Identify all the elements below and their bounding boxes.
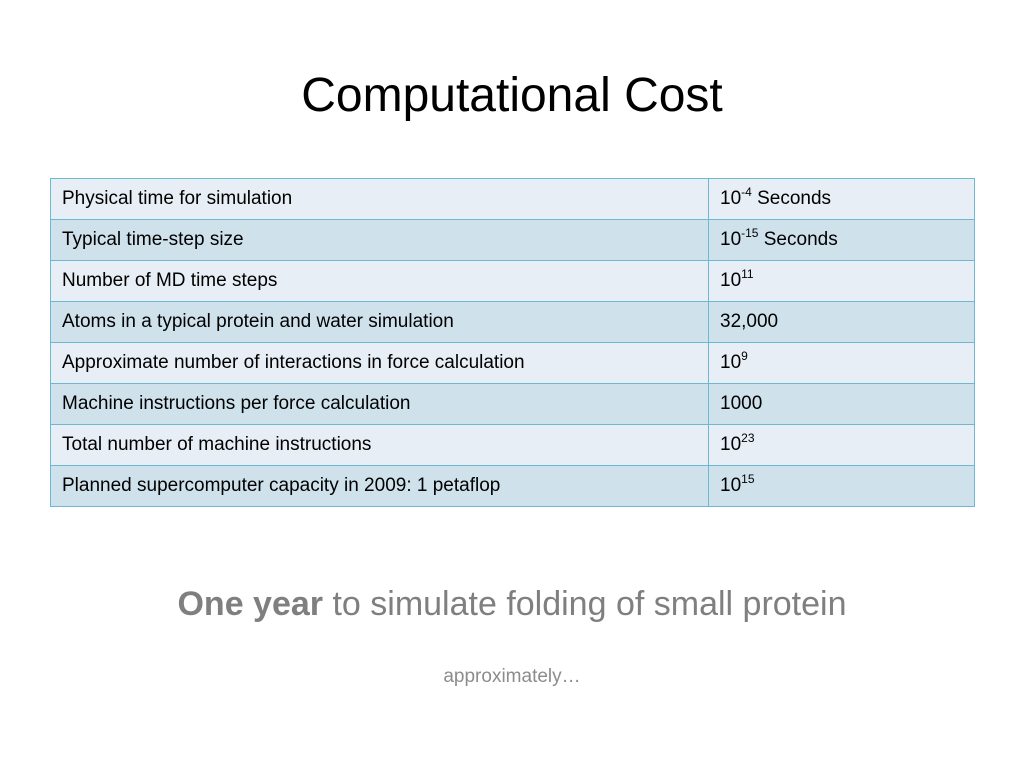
conclusion-rest: to simulate folding of small protein (323, 585, 847, 623)
approximation-note: approximately… (443, 666, 581, 687)
table-row: Atoms in a typical protein and water sim… (50, 301, 975, 343)
row-value: 109 (708, 342, 975, 384)
row-label: Total number of machine instructions (50, 424, 709, 466)
table-row: Approximate number of interactions in fo… (50, 342, 975, 384)
value-base: 10 (720, 188, 742, 209)
table-row: Machine instructions per force calculati… (50, 383, 975, 425)
row-value: 1015 (708, 465, 975, 507)
row-label: Planned supercomputer capacity in 2009: … (50, 465, 709, 507)
table-row: Planned supercomputer capacity in 2009: … (50, 465, 975, 507)
row-value: 32,000 (708, 301, 975, 343)
value-exponent: 9 (741, 349, 748, 363)
value-exponent: -4 (741, 185, 752, 199)
table-row: Typical time-step size 10-15 Seconds (50, 219, 975, 261)
value-base: 32,000 (720, 311, 779, 332)
value-base: 10 (720, 270, 742, 291)
value-exponent: 23 (741, 431, 755, 445)
value-base: 10 (720, 434, 742, 455)
row-value: 10-15 Seconds (708, 219, 975, 261)
value-base: 10 (720, 229, 742, 250)
value-unit: Seconds (758, 229, 838, 250)
row-label: Machine instructions per force calculati… (50, 383, 709, 425)
value-base: 10 (720, 352, 742, 373)
row-value: 1023 (708, 424, 975, 466)
row-value: 10-4 Seconds (708, 178, 975, 220)
table-row: Number of MD time steps 1011 (50, 260, 975, 302)
row-label: Physical time for simulation (50, 178, 709, 220)
cost-table: Physical time for simulation 10-4 Second… (50, 178, 975, 507)
cost-table-container: Physical time for simulation 10-4 Second… (50, 178, 975, 507)
conclusion-text: One year to simulate folding of small pr… (0, 582, 1024, 626)
value-exponent: 11 (741, 267, 754, 281)
row-label: Typical time-step size (50, 219, 709, 261)
row-label: Atoms in a typical protein and water sim… (50, 301, 709, 343)
slide-title: Computational Cost (301, 69, 723, 122)
row-value: 1000 (708, 383, 975, 425)
row-label: Number of MD time steps (50, 260, 709, 302)
row-label: Approximate number of interactions in fo… (50, 342, 709, 384)
value-exponent: 15 (741, 472, 755, 486)
table-row: Total number of machine instructions 102… (50, 424, 975, 466)
value-exponent: -15 (741, 226, 759, 240)
value-base: 1000 (720, 393, 763, 414)
value-unit: Seconds (751, 188, 832, 209)
conclusion-emphasis: One year (177, 585, 324, 623)
value-base: 10 (720, 475, 742, 496)
row-value: 1011 (708, 260, 975, 302)
table-row: Physical time for simulation 10-4 Second… (50, 178, 975, 220)
